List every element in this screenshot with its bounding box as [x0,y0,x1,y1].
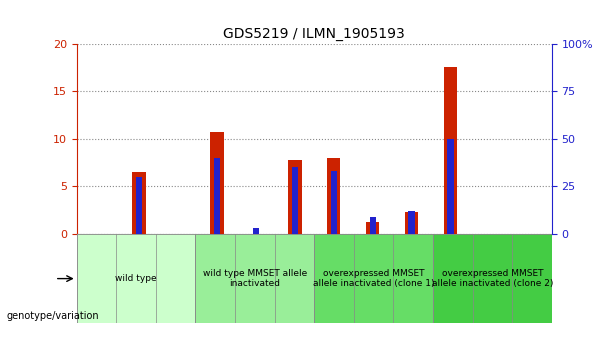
FancyBboxPatch shape [314,234,433,323]
Bar [330,171,337,234]
Bar [210,132,224,234]
Bar [370,217,376,234]
Title: GDS5219 / ILMN_1905193: GDS5219 / ILMN_1905193 [223,27,405,41]
Bar [405,212,418,234]
Bar [366,222,379,234]
FancyBboxPatch shape [196,234,314,323]
Text: wild type: wild type [115,274,157,283]
Text: overexpressed MMSET
allele inactivated (clone 1): overexpressed MMSET allele inactivated (… [313,269,434,288]
FancyBboxPatch shape [77,234,196,323]
Text: genotype/variation: genotype/variation [6,311,99,321]
Bar [408,211,414,234]
Bar [447,139,454,234]
Bar [444,68,457,234]
Bar [214,158,220,234]
Bar [292,167,298,234]
Bar [136,177,142,234]
Bar [253,228,259,234]
Bar [132,172,146,234]
Text: wild type MMSET allele
inactivated: wild type MMSET allele inactivated [203,269,307,288]
Bar [327,158,340,234]
Text: overexpressed MMSET
allele inactivated (clone 2): overexpressed MMSET allele inactivated (… [432,269,553,288]
Bar [288,160,302,234]
FancyBboxPatch shape [433,234,552,323]
